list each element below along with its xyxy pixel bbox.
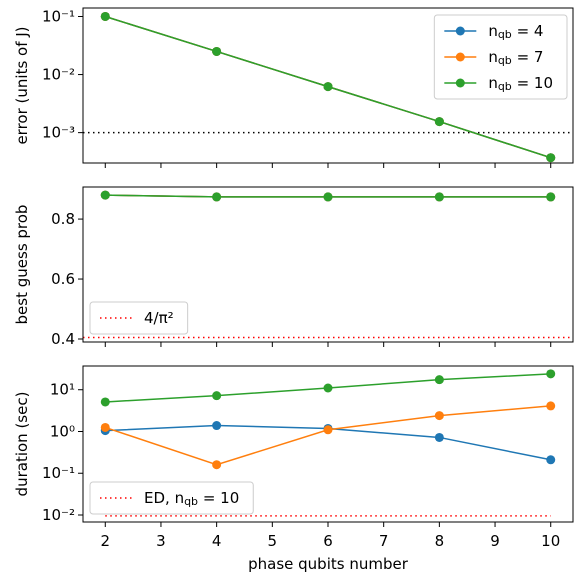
point	[100, 11, 110, 21]
legend-label: nqb​ = 4	[488, 22, 543, 42]
legend-marker	[455, 52, 465, 62]
point	[100, 397, 110, 407]
y-tick-label: 10¹	[50, 380, 75, 398]
point	[434, 375, 444, 385]
axes-frame	[82, 365, 574, 523]
point	[100, 422, 110, 432]
point	[323, 425, 333, 435]
point	[434, 432, 444, 442]
point	[323, 192, 333, 202]
y-tick-label: 10⁻¹	[42, 464, 75, 482]
point	[546, 192, 556, 202]
legend: 4/π²	[89, 301, 189, 335]
y-tick-label: 0.6	[51, 270, 75, 288]
legend: ED, nqb​ = 10	[89, 481, 254, 515]
x-tick-label: 7	[379, 532, 389, 550]
y-axis-label: duration (sec)	[13, 392, 31, 497]
x-tick-label: 6	[323, 532, 333, 550]
y-tick-label: 10⁻²	[42, 65, 75, 83]
x-tick-label: 8	[435, 532, 445, 550]
legend: nqb​ = 4 nqb​ = 7 nqb​ = 10	[433, 14, 568, 100]
y-tick-label: 0.8	[51, 210, 75, 228]
y-tick-label: 10⁰	[50, 422, 75, 440]
point	[434, 192, 444, 202]
point	[212, 460, 222, 470]
point	[323, 82, 333, 92]
x-axis-label: phase qubits number	[248, 555, 409, 573]
y-axis-label: best guess prob	[13, 205, 31, 325]
point	[546, 153, 556, 163]
point	[546, 401, 556, 411]
x-tick-label: 9	[490, 532, 500, 550]
point	[546, 369, 556, 379]
point	[434, 117, 444, 127]
x-tick-label: 10	[541, 532, 560, 550]
point	[100, 190, 110, 200]
legend-marker	[455, 26, 465, 36]
axes-frame	[82, 7, 574, 164]
legend-box	[89, 301, 189, 335]
y-tick-label: 10⁻¹	[42, 7, 75, 25]
legend-marker	[455, 78, 465, 88]
point	[434, 411, 444, 421]
y-axis-label: error (units of J)	[13, 26, 31, 144]
legend-box	[89, 481, 254, 515]
legend-label: ED, nqb​ = 10	[144, 489, 239, 509]
x-tick-label: 4	[212, 532, 222, 550]
y-tick-label: 10⁻³	[42, 123, 75, 141]
point	[212, 421, 222, 431]
legend-label: nqb​ = 10	[488, 74, 553, 94]
point	[212, 391, 222, 401]
y-tick-label: 10⁻²	[42, 506, 75, 524]
axes-frame	[82, 186, 574, 343]
series-line	[105, 405, 551, 466]
point	[323, 383, 333, 393]
legend-box	[433, 14, 568, 100]
point	[212, 46, 222, 56]
point	[212, 192, 222, 202]
x-tick-label: 3	[156, 532, 166, 550]
x-tick-label: 5	[268, 532, 278, 550]
legend-label: 4/π²	[144, 309, 174, 327]
x-tick-label: 2	[100, 532, 110, 550]
point	[546, 455, 556, 465]
y-tick-label: 0.4	[51, 330, 75, 348]
legend-label: nqb​ = 7	[488, 48, 543, 68]
